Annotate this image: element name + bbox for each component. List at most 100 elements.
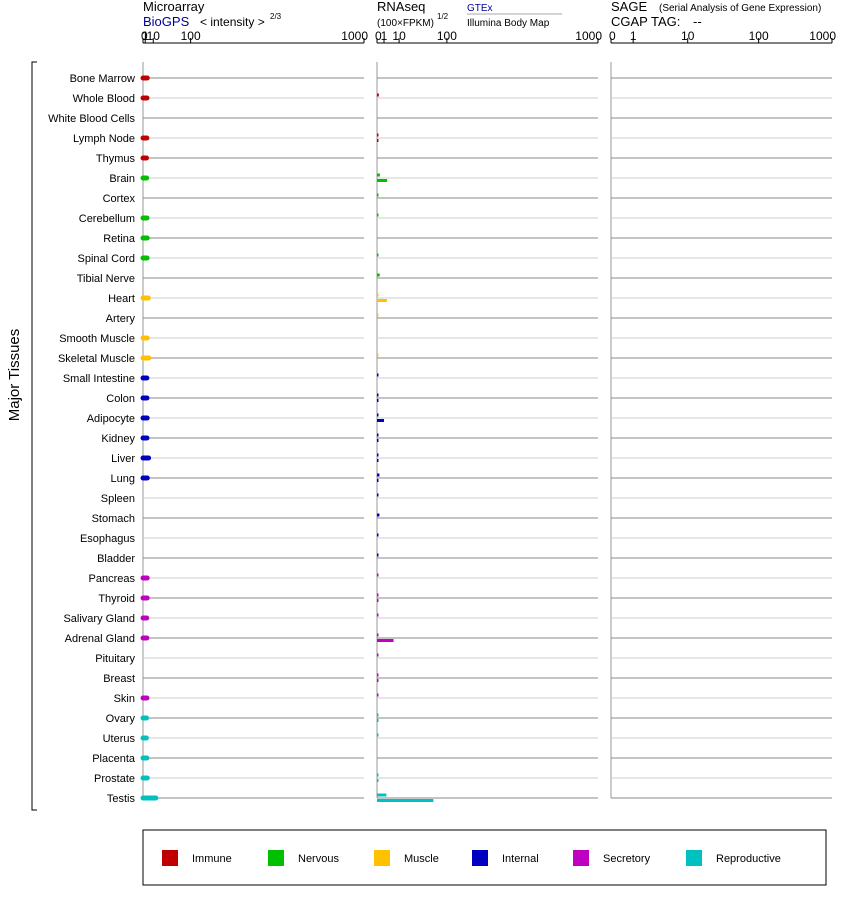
tissue-label: Artery: [106, 313, 136, 325]
rnaseq-gtex-bar: [377, 173, 380, 177]
x-tick-label: 1000: [341, 29, 368, 43]
y-axis-label: Major Tissues: [6, 329, 23, 422]
legend-label: Nervous: [298, 853, 339, 865]
rnaseq-illumina-bar: [377, 459, 379, 462]
rnaseq-gtex-bar: [377, 133, 379, 137]
rnaseq-gtex-bar: [377, 193, 379, 197]
tissue-label: Ovary: [106, 713, 136, 725]
rnaseq-header: RNAseq (100×FPKM) 1/2 GTEx Illumina Body…: [377, 0, 562, 29]
tissue-label: Tibial Nerve: [77, 273, 135, 285]
tissue-label: Salivary Gland: [63, 613, 135, 625]
x-tick-label: 1: [381, 29, 388, 43]
legend-swatch: [686, 850, 702, 866]
rnaseq-gtex-bar: [377, 633, 379, 637]
rnaseq-gtex-bar: [377, 533, 379, 537]
rnaseq-title: RNAseq: [377, 0, 425, 14]
rnaseq-gtex-bar: [377, 793, 387, 797]
tissue-label: Esophagus: [80, 533, 136, 545]
sage-title: SAGE: [611, 0, 647, 14]
x-tick-label: 0: [141, 29, 148, 43]
microarray-metric: < intensity >: [200, 15, 265, 29]
tissue-label: Prostate: [94, 773, 135, 785]
tissue-label: Adrenal Gland: [65, 633, 135, 645]
microarray-title: Microarray: [143, 0, 205, 14]
x-tick-label: 1: [630, 29, 637, 43]
rnaseq-source-gtex[interactable]: GTEx: [467, 3, 493, 14]
rnaseq-gtex-bar: [377, 653, 379, 657]
rnaseq-illumina-bar: [377, 439, 379, 442]
legend-swatch: [472, 850, 488, 866]
tissue-label: Lymph Node: [73, 133, 135, 145]
legend-swatch: [573, 850, 589, 866]
sage-subtitle: (Serial Analysis of Gene Expression): [659, 3, 821, 14]
rnaseq-gtex-bar: [377, 493, 379, 497]
rnaseq-gtex-bar: [377, 593, 379, 597]
tissue-label: Uterus: [103, 733, 136, 745]
tissue-label: Adipocyte: [87, 413, 135, 425]
tissue-label: Thymus: [96, 153, 136, 165]
rnaseq-illumina-bar: [377, 639, 394, 642]
tissue-label: Stomach: [92, 513, 135, 525]
legend-swatch: [162, 850, 178, 866]
microarray-source-link[interactable]: BioGPS: [143, 14, 190, 29]
rnaseq-illumina-bar: [377, 179, 388, 182]
tissue-label: Kidney: [101, 433, 135, 445]
tissue-label: Colon: [106, 393, 135, 405]
rnaseq-illumina-bar: [377, 139, 379, 142]
x-tick-label: 100: [181, 29, 201, 43]
tissue-label: Skin: [114, 693, 135, 705]
legend-label: Internal: [502, 853, 539, 865]
rnaseq-metric: (100×FPKM): [377, 18, 434, 29]
rnaseq-gtex-bar: [377, 773, 379, 777]
sage-tag-value: --: [693, 14, 702, 29]
rnaseq-illumina-bar: [377, 679, 379, 682]
tissue-label: Cortex: [103, 193, 136, 205]
rnaseq-gtex-bar: [377, 693, 379, 697]
rnaseq-gtex-bar: [377, 353, 379, 357]
rnaseq-illumina-bar: [377, 719, 379, 722]
microarray-header: Microarray BioGPS < intensity > 2/3: [143, 0, 282, 29]
tissue-label: Thyroid: [98, 593, 135, 605]
x-tick-label: 100: [749, 29, 769, 43]
rnaseq-gtex-bar: [377, 273, 380, 277]
tissue-label: Spleen: [101, 493, 135, 505]
rnaseq-gtex-bar: [377, 553, 379, 557]
rnaseq-gtex-bar: [377, 733, 379, 737]
sage-header: SAGE (Serial Analysis of Gene Expression…: [611, 0, 821, 29]
legend-label: Secretory: [603, 853, 651, 865]
tissue-label: Bone Marrow: [70, 73, 135, 85]
rnaseq-gtex-bar: [377, 473, 380, 477]
legend-label: Immune: [192, 853, 232, 865]
tissue-bracket: [31, 61, 37, 811]
rnaseq-gtex-bar: [377, 453, 379, 457]
rnaseq-gtex-bar: [377, 313, 379, 317]
rnaseq-illumina-bar: [377, 479, 379, 482]
rnaseq-gtex-bar: [377, 433, 379, 437]
rnaseq-gtex-bar: [377, 93, 379, 97]
grid-layer: [142, 62, 832, 799]
tissue-label: Cerebellum: [79, 213, 135, 225]
tissue-label: Brain: [109, 173, 135, 185]
rnaseq-illumina-bar: [377, 299, 387, 302]
tissue-label: Skeletal Muscle: [58, 353, 135, 365]
rnaseq-gtex-bar: [377, 413, 379, 417]
tissue-label: Pituitary: [95, 653, 135, 665]
x-tick-label: 1: [142, 29, 149, 43]
tissue-label: Small Intestine: [63, 373, 135, 385]
x-tick-label: 0: [609, 29, 616, 43]
rnaseq-gtex-bar: [377, 253, 379, 257]
rnaseq-gtex-bar: [377, 213, 379, 217]
legend-swatch: [268, 850, 284, 866]
tissue-label: White Blood Cells: [48, 113, 135, 125]
x-tick-label: 100: [437, 29, 457, 43]
tissue-labels: Bone Marrow Whole Blood White Blood Cells L…: [48, 73, 136, 805]
microarray-exponent: 2/3: [270, 12, 282, 21]
legend-label: Reproductive: [716, 853, 781, 865]
tissue-label: Spinal Cord: [78, 253, 135, 265]
rnaseq-gtex-bar: [377, 393, 379, 397]
legend-label: Muscle: [404, 853, 439, 865]
rnaseq-gtex-bar: [377, 573, 379, 577]
tissue-label: Heart: [108, 293, 135, 305]
